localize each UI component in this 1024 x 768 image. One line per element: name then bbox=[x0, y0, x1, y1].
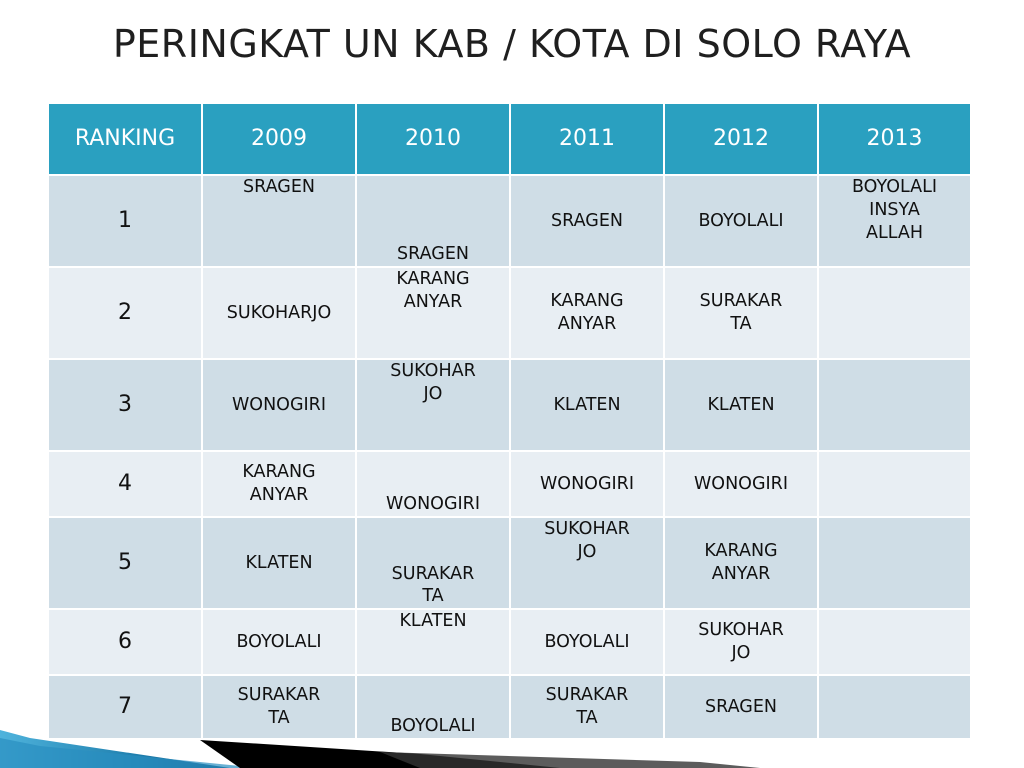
cell-2011: WONOGIRI bbox=[509, 450, 665, 518]
rank-number: 2 bbox=[47, 266, 203, 360]
rank-number: 3 bbox=[47, 358, 203, 452]
header-ranking: RANKING bbox=[47, 102, 203, 176]
cell-2009: KLATEN bbox=[201, 516, 357, 610]
cell-2010: WONOGIRI bbox=[355, 450, 511, 518]
cell-2011: SRAGEN bbox=[509, 174, 665, 268]
rank-number: 5 bbox=[47, 516, 203, 610]
cell-2013 bbox=[817, 608, 972, 676]
header-2013: 2013 bbox=[817, 102, 972, 176]
cell-2012: SRAGEN bbox=[663, 674, 819, 740]
cell-2010: SUKOHAR JO bbox=[355, 358, 511, 452]
header-2010: 2010 bbox=[355, 102, 511, 176]
cell-2012: BOYOLALI bbox=[663, 174, 819, 268]
table-row: 1 SRAGEN SRAGEN SRAGEN BOYOLALI BOYOLALI… bbox=[47, 174, 972, 268]
table-row: 5 KLATEN SURAKAR TA SUKOHAR JO KARANG AN… bbox=[47, 516, 972, 610]
cell-2011: KLATEN bbox=[509, 358, 665, 452]
rank-number: 7 bbox=[47, 674, 203, 740]
cell-2010: KARANG ANYAR bbox=[355, 266, 511, 360]
cell-2009: BOYOLALI bbox=[201, 608, 357, 676]
table-row: 2 SUKOHARJO KARANG ANYAR KARANG ANYAR SU… bbox=[47, 266, 972, 360]
cell-2009: KARANG ANYAR bbox=[201, 450, 357, 518]
table-row: 4 KARANG ANYAR WONOGIRI WONOGIRI WONOGIR… bbox=[47, 450, 972, 518]
cell-2010: KLATEN bbox=[355, 608, 511, 676]
cell-2011: KARANG ANYAR bbox=[509, 266, 665, 360]
table-row: 3 WONOGIRI SUKOHAR JO KLATEN KLATEN bbox=[47, 358, 972, 452]
cell-2013 bbox=[817, 450, 972, 518]
cell-2012: SURAKAR TA bbox=[663, 266, 819, 360]
cell-2012: SUKOHAR JO bbox=[663, 608, 819, 676]
cell-2013 bbox=[817, 266, 972, 360]
header-2011: 2011 bbox=[509, 102, 665, 176]
slide-title: PERINGKAT UN KAB / KOTA DI SOLO RAYA bbox=[112, 22, 912, 66]
header-2012: 2012 bbox=[663, 102, 819, 176]
cell-2012: KARANG ANYAR bbox=[663, 516, 819, 610]
cell-2011: BOYOLALI bbox=[509, 608, 665, 676]
table-row: 6 BOYOLALI KLATEN BOYOLALI SUKOHAR JO bbox=[47, 608, 972, 676]
cell-2009: SRAGEN bbox=[201, 174, 357, 268]
rank-number: 1 bbox=[47, 174, 203, 268]
cell-2013: BOYOLALI INSYA ALLAH bbox=[817, 174, 972, 268]
cell-2010: BOYOLALI bbox=[355, 674, 511, 740]
table-row: 7 SURAKAR TA BOYOLALI SURAKAR TA SRAGEN bbox=[47, 674, 972, 740]
black-swoosh-shape bbox=[200, 740, 560, 768]
cell-2011: SUKOHAR JO bbox=[509, 516, 665, 610]
table-header-row: RANKING 2009 2010 2011 2012 2013 bbox=[47, 102, 972, 176]
rank-number: 4 bbox=[47, 450, 203, 518]
cell-2013 bbox=[817, 674, 972, 740]
cell-2012: KLATEN bbox=[663, 358, 819, 452]
cell-2013 bbox=[817, 358, 972, 452]
cell-2009: SURAKAR TA bbox=[201, 674, 357, 740]
cell-2011: SURAKAR TA bbox=[509, 674, 665, 740]
header-2009: 2009 bbox=[201, 102, 357, 176]
cell-2010: SRAGEN bbox=[355, 174, 511, 268]
cell-2009: SUKOHARJO bbox=[201, 266, 357, 360]
cell-2013 bbox=[817, 516, 972, 610]
black-swoosh-shape bbox=[380, 752, 760, 768]
rank-number: 6 bbox=[47, 608, 203, 676]
ranking-table: RANKING 2009 2010 2011 2012 2013 1 SRAGE… bbox=[47, 102, 972, 740]
cell-2010: SURAKAR TA bbox=[355, 516, 511, 610]
blue-swoosh-shape bbox=[0, 738, 260, 768]
cell-2009: WONOGIRI bbox=[201, 358, 357, 452]
cell-2012: WONOGIRI bbox=[663, 450, 819, 518]
